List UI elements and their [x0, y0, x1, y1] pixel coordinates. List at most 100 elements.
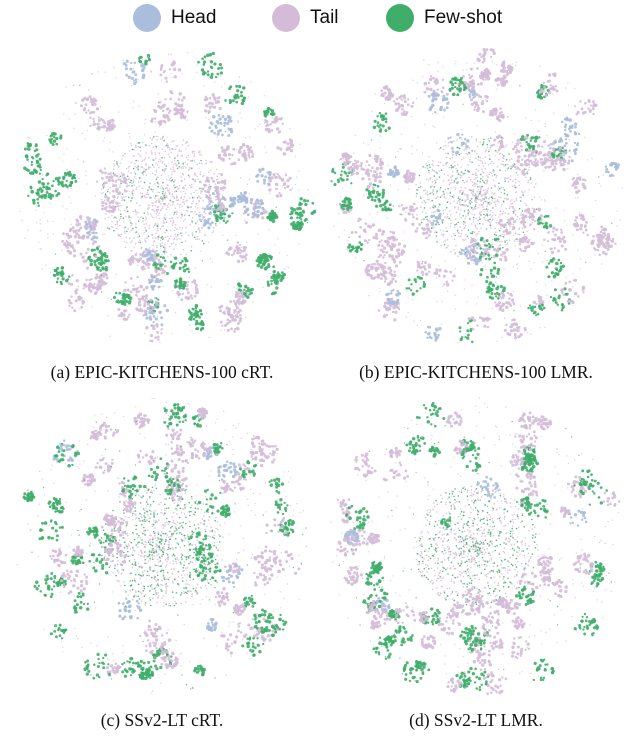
- embedding-point: [130, 76, 134, 80]
- embedding-point: [186, 291, 190, 295]
- embedding-point: [140, 247, 143, 250]
- embedding-point: [453, 226, 456, 228]
- embedding-point: [218, 63, 222, 67]
- embedding-point: [489, 223, 492, 225]
- embedding-point: [69, 227, 73, 231]
- embedding-point: [219, 212, 224, 217]
- embedding-point: [204, 97, 209, 101]
- embedding-point: [268, 257, 270, 260]
- embedding-point: [256, 179, 260, 183]
- embedding-point: [596, 248, 600, 252]
- embedding-point: [489, 268, 493, 272]
- embedding-point: [390, 254, 394, 258]
- embedding-point: [301, 209, 305, 213]
- embedding-point: [115, 207, 117, 209]
- embedding-point: [228, 116, 232, 120]
- embedding-point: [235, 326, 239, 330]
- embedding-point: [496, 174, 498, 177]
- embedding-point: [274, 214, 278, 218]
- embedding-point: [348, 249, 353, 253]
- embedding-point: [156, 330, 160, 334]
- embedding-point: [209, 101, 213, 105]
- embedding-point: [32, 201, 36, 205]
- embedding-point: [193, 172, 196, 174]
- embedding-point: [499, 218, 503, 223]
- embedding-point: [88, 220, 91, 224]
- embedding-point: [180, 154, 183, 157]
- embedding-point: [518, 184, 520, 187]
- embedding-point: [198, 322, 202, 326]
- embedding-point: [187, 154, 190, 157]
- embedding-point: [526, 133, 530, 137]
- embedding-point: [531, 221, 534, 224]
- embedding-point: [204, 95, 207, 98]
- embedding-point: [94, 254, 98, 259]
- embedding-point: [445, 247, 447, 249]
- embedding-point: [462, 172, 464, 174]
- embedding-point: [469, 160, 471, 163]
- embedding-point: [475, 203, 477, 206]
- embedding-point: [295, 225, 298, 229]
- embedding-point: [39, 168, 42, 172]
- embedding-point: [137, 153, 139, 155]
- embedding-point: [509, 329, 514, 333]
- embedding-point: [493, 193, 495, 196]
- embedding-point: [148, 157, 150, 159]
- embedding-point: [132, 79, 136, 82]
- embedding-point: [84, 138, 86, 140]
- embedding-point: [131, 182, 133, 185]
- embedding-point: [55, 268, 58, 272]
- embedding-point: [129, 67, 133, 71]
- embedding-point: [205, 312, 207, 314]
- embedding-point: [464, 335, 467, 339]
- embedding-point: [284, 172, 287, 175]
- embedding-point: [486, 275, 489, 279]
- embedding-point: [605, 237, 609, 241]
- embedding-point: [256, 201, 260, 204]
- embedding-point: [259, 265, 264, 269]
- embedding-point: [479, 141, 481, 144]
- embedding-point: [579, 100, 582, 103]
- embedding-point: [469, 178, 472, 181]
- embedding-point: [558, 294, 561, 298]
- embedding-point: [441, 78, 444, 81]
- embedding-point: [393, 260, 397, 264]
- embedding-point: [162, 194, 165, 196]
- embedding-point: [451, 165, 453, 168]
- embedding-point: [456, 182, 458, 184]
- embedding-point: [502, 163, 505, 166]
- embedding-point: [239, 248, 242, 252]
- embedding-point: [449, 225, 452, 228]
- embedding-point: [515, 218, 518, 221]
- embedding-point: [501, 224, 505, 228]
- embedding-point: [155, 157, 157, 160]
- embedding-point: [503, 155, 505, 157]
- embedding-point: [491, 274, 494, 277]
- embedding-point: [470, 258, 474, 262]
- embedding-point: [180, 150, 182, 152]
- embedding-point: [490, 196, 493, 198]
- embedding-point: [198, 162, 201, 164]
- embedding-point: [191, 232, 194, 234]
- embedding-point: [150, 254, 154, 257]
- embedding-point: [196, 327, 200, 331]
- embedding-point: [451, 195, 454, 198]
- embedding-point: [144, 332, 146, 334]
- embedding-point: [156, 263, 159, 266]
- embedding-point: [192, 200, 194, 202]
- embedding-point: [261, 167, 265, 171]
- embedding-point: [186, 110, 189, 113]
- embedding-point: [69, 180, 74, 185]
- embedding-point: [160, 237, 163, 239]
- embedding-point: [150, 278, 154, 283]
- embedding-point: [212, 114, 216, 119]
- embedding-point: [464, 187, 467, 189]
- embedding-point: [249, 198, 254, 202]
- embedding-point: [199, 229, 201, 232]
- embedding-point: [429, 221, 431, 223]
- embedding-point: [466, 199, 468, 201]
- embedding-point: [503, 165, 505, 167]
- embedding-point: [512, 303, 516, 306]
- embedding-point: [125, 185, 129, 188]
- embedding-point: [456, 230, 459, 232]
